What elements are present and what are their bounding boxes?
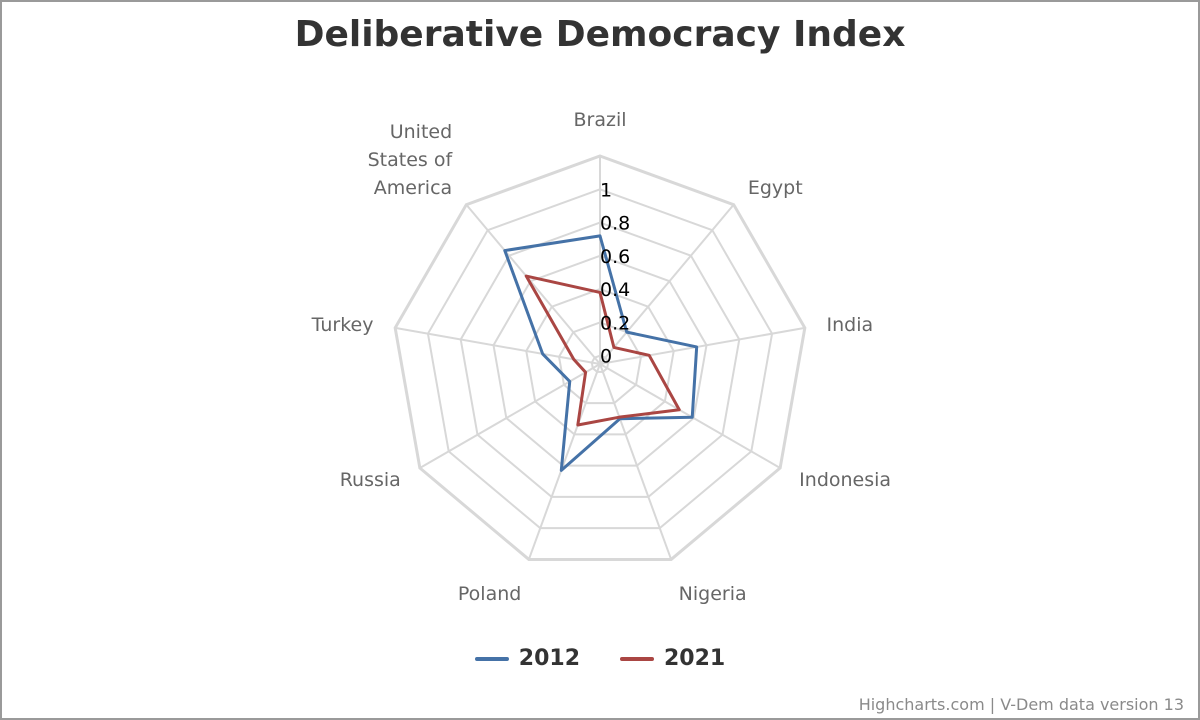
legend-item-2021[interactable]: 2021 <box>620 646 725 671</box>
category-label-line: Nigeria <box>679 583 747 605</box>
category-label-turkey: Turkey <box>311 314 374 336</box>
y-tick-label-0-8: 0.8 <box>600 213 630 235</box>
category-label-line: Russia <box>340 469 401 491</box>
legend: 2012 2021 <box>2 646 1198 671</box>
y-tick-label-0-6: 0.6 <box>600 246 630 268</box>
axis-spoke-turkey <box>394 326 601 365</box>
category-label-line: Poland <box>458 583 521 605</box>
series-line-2012 <box>503 234 699 472</box>
legend-swatch-2021 <box>620 656 654 661</box>
category-label-line: India <box>827 314 874 336</box>
gridline-4 <box>459 221 741 498</box>
y-tick-label-0-4: 0.4 <box>600 279 630 301</box>
y-tick-label-1: 1 <box>600 179 612 201</box>
axis-spoke-india <box>599 326 806 365</box>
category-label-line: Brazil <box>573 109 626 131</box>
legend-label-2012: 2012 <box>518 646 580 671</box>
category-label-line: States of <box>368 149 454 171</box>
gridline-5 <box>426 188 774 530</box>
gridline-0 <box>590 354 610 373</box>
credits-link[interactable]: Highcharts.com | V-Dem data version 13 <box>858 695 1184 714</box>
legend-item-2012[interactable]: 2012 <box>474 646 580 671</box>
axis-spoke-russia <box>419 363 601 469</box>
category-label-united-states-of-america: United States of America <box>368 121 454 199</box>
series-line-2021 <box>524 274 681 427</box>
category-label-nigeria: Nigeria <box>679 583 747 605</box>
category-label-line: United <box>390 121 452 143</box>
y-tick-label-0: 0 <box>600 346 612 368</box>
category-label-indonesia: Indonesia <box>799 469 891 491</box>
chart-title: Deliberative Democracy Index <box>294 14 906 55</box>
y-tick-label-0-2: 0.2 <box>600 312 630 334</box>
category-label-egypt: Egypt <box>748 177 803 199</box>
gridline-3 <box>492 254 708 467</box>
axis-spoke-nigeria <box>599 363 673 560</box>
category-label-line: America <box>374 177 452 199</box>
category-label-india: India <box>827 314 874 336</box>
gridline-6 <box>393 154 807 561</box>
category-label-line: Indonesia <box>799 469 891 491</box>
legend-swatch-2012 <box>474 656 509 661</box>
axis-spoke-united-states-of-america <box>465 204 601 365</box>
axis-spoke-egypt <box>599 204 735 365</box>
legend-label-2021: 2021 <box>664 646 726 671</box>
axis-spoke-poland <box>527 363 601 560</box>
category-label-line: Turkey <box>311 314 374 336</box>
category-label-poland: Poland <box>458 583 521 605</box>
category-label-russia: Russia <box>340 469 401 491</box>
category-label-line: Egypt <box>748 177 803 199</box>
category-label-brazil: Brazil <box>573 109 626 131</box>
